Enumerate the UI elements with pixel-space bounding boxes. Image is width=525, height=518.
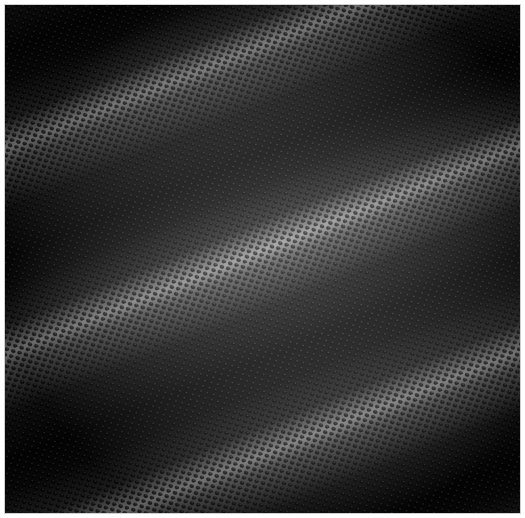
frame — [4, 4, 521, 514]
lighting — [4, 4, 521, 514]
